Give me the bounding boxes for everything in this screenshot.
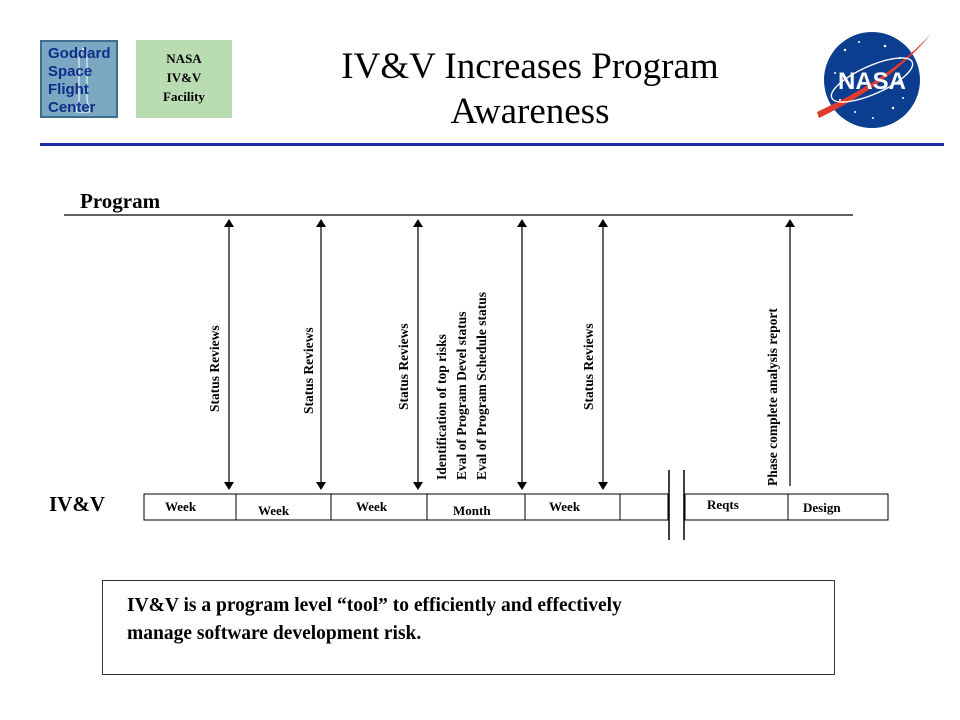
arrow-label: Phase complete analysis report — [765, 308, 780, 486]
summary-box: IV&V is a program level “tool” to effici… — [102, 580, 835, 675]
timeline-cell: Week — [258, 503, 290, 518]
ivv-timeline-bar-left — [143, 493, 669, 521]
facility-badge-line: Facility — [163, 89, 205, 104]
timeline-cell: Design — [803, 500, 841, 515]
page-title-line: Awareness — [450, 91, 610, 132]
summary-line: manage software development risk. — [127, 623, 422, 644]
arrow-label-line: Status Reviews — [581, 323, 596, 410]
arrow-label: Status Reviews — [581, 323, 596, 410]
program-label: Program — [80, 189, 161, 213]
page-title-line: IV&V Increases Program — [341, 46, 719, 87]
timeline-cell: Week — [549, 499, 581, 514]
timeline-cell: Month — [453, 503, 491, 518]
arrow-label-line: Eval of Program Schedule status — [474, 292, 489, 480]
arrow-label-line: Status Reviews — [396, 323, 411, 410]
nasa-logo-text: NASA — [838, 68, 906, 95]
nasa-logo-globe — [824, 32, 920, 128]
facility-badge-line: IV&V — [166, 70, 202, 85]
arrow-label: Status Reviews — [301, 327, 316, 414]
facility-badge-line: NASA — [166, 51, 202, 66]
ivv-bar-left-frame — [143, 493, 669, 521]
goddard-logo-line: Flight — [48, 81, 89, 98]
rocket-icon — [76, 48, 90, 113]
facility-badge: NASA IV&V Facility — [136, 40, 232, 118]
arrow-label-line: Eval of Program Devel status — [454, 311, 469, 480]
ivv-bar-right-frame — [684, 493, 889, 521]
page-title: IV&V Increases Program Awareness — [270, 44, 790, 134]
arrow-label: Status Reviews — [207, 325, 222, 412]
title-divider — [40, 143, 944, 146]
ivv-label: IV&V — [49, 492, 105, 516]
arrow-label-multiline: Identification of top risks Eval of Prog… — [432, 292, 492, 480]
nasa-meatball-logo: NASA — [817, 32, 931, 128]
arrow-label-line: Phase complete analysis report — [765, 308, 780, 486]
arrow-label-line: Status Reviews — [207, 325, 222, 412]
goddard-logo: Goddard Space Flight Center — [40, 40, 118, 118]
timeline-cell: Week — [356, 499, 388, 514]
arrow-label: Status Reviews — [396, 323, 411, 410]
arrow-label-line: Status Reviews — [301, 327, 316, 414]
goddard-logo-line: Center — [48, 99, 96, 116]
goddard-logo-line: Space — [48, 63, 93, 80]
timeline-cell: Week — [165, 499, 197, 514]
nasa-logo-orbit — [830, 57, 914, 103]
ivv-timeline-bar-right — [684, 493, 889, 521]
nasa-logo-swoosh — [817, 34, 931, 118]
summary-line: IV&V is a program level “tool” to effici… — [127, 595, 622, 616]
arrow-label-line: Identification of top risks — [434, 334, 449, 480]
timeline-cell: Reqts — [707, 497, 739, 512]
goddard-logo-line: Goddard — [48, 45, 111, 62]
